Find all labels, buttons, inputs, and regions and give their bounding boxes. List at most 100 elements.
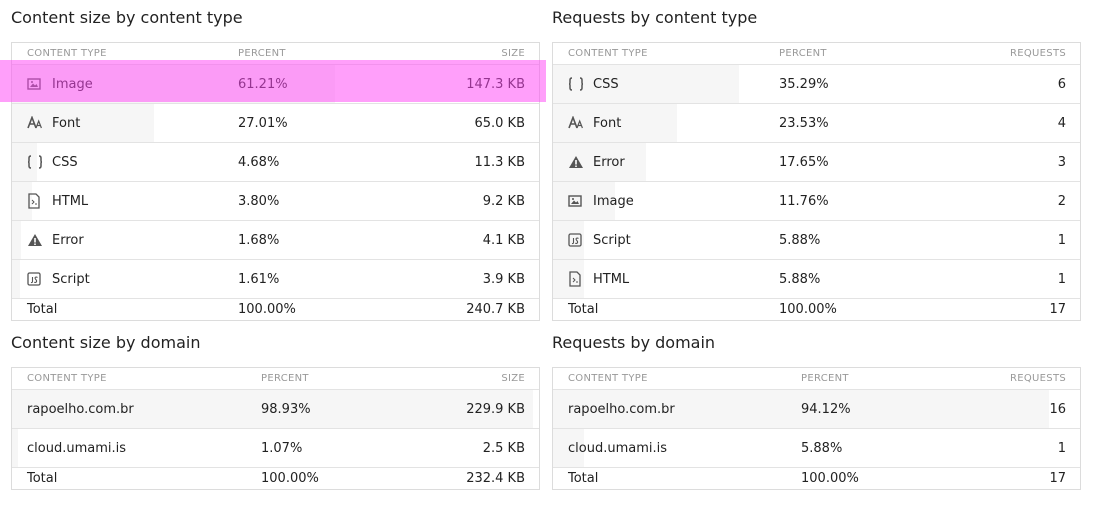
type-icon	[568, 221, 582, 259]
percent-bar	[553, 65, 739, 103]
cell-percent: 17.65%	[779, 154, 829, 170]
section-title: Content size by content type	[11, 8, 243, 27]
total-row: Total 100.00% 232.4 KB	[12, 468, 539, 489]
percent-bar	[553, 182, 615, 220]
cell-name: CONTENT TYPE	[27, 48, 107, 59]
percent-bar	[553, 104, 677, 142]
cell-name: cloud.umami.is	[27, 440, 126, 456]
cell-percent: 11.76%	[779, 193, 829, 209]
cell-name: CONTENT TYPE	[568, 373, 648, 384]
cell-percent: 100.00%	[801, 471, 859, 486]
cell-name: Image	[593, 193, 634, 209]
cell-percent: PERCENT	[801, 373, 849, 384]
cell-value: 16	[1049, 401, 1066, 417]
cell-name: Error	[593, 154, 625, 170]
percent-bar	[553, 429, 584, 467]
cell-percent: 1.07%	[261, 440, 303, 456]
type-icon	[568, 143, 584, 181]
type-icon	[27, 143, 43, 181]
percent-bar	[553, 143, 646, 181]
cell-percent: 5.88%	[801, 440, 843, 456]
type-icon	[27, 104, 43, 142]
cell-value: 3	[1057, 154, 1066, 170]
cell-value: REQUESTS	[1010, 48, 1066, 59]
data-row: Script 5.88% 1	[553, 221, 1080, 260]
data-row: Error 1.68% 4.1 KB	[12, 221, 539, 260]
cell-percent: 5.88%	[779, 271, 821, 287]
cell-value: 11.3 KB	[474, 154, 525, 170]
data-row: rapoelho.com.br 98.93% 229.9 KB	[12, 390, 539, 429]
cell-name: Error	[52, 232, 84, 248]
cell-name: HTML	[52, 193, 89, 209]
cell-percent: 100.00%	[238, 302, 296, 317]
data-row: Script 1.61% 3.9 KB	[12, 260, 539, 299]
total-row: Total 100.00% 240.7 KB	[12, 299, 539, 320]
cell-percent: 27.01%	[238, 115, 288, 131]
type-icon	[27, 260, 41, 298]
cell-percent: 23.53%	[779, 115, 829, 131]
cell-percent: 35.29%	[779, 76, 829, 92]
cell-percent: 100.00%	[261, 471, 319, 486]
type-icon	[568, 104, 584, 142]
percent-bar	[12, 429, 18, 467]
type-icon	[27, 182, 41, 220]
type-icon	[27, 221, 43, 259]
data-row: Image 11.76% 2	[553, 182, 1080, 221]
cell-value: 1	[1057, 271, 1066, 287]
cell-name: Font	[593, 115, 622, 131]
cell-percent: 4.68%	[238, 154, 280, 170]
cell-value: 240.7 KB	[466, 302, 525, 317]
cell-name: CSS	[52, 154, 78, 170]
cell-name: Total	[568, 302, 599, 317]
percent-bar	[12, 143, 37, 181]
cell-value: 6	[1057, 76, 1066, 92]
cell-value: 1	[1057, 232, 1066, 248]
cell-name: HTML	[593, 271, 630, 287]
cell-percent: 1.61%	[238, 271, 280, 287]
cell-percent: 3.80%	[238, 193, 280, 209]
type-icon	[568, 260, 582, 298]
cell-value: 4	[1057, 115, 1066, 131]
cell-name: rapoelho.com.br	[568, 401, 675, 417]
data-row: cloud.umami.is 5.88% 1	[553, 429, 1080, 468]
cell-percent: 94.12%	[801, 401, 851, 417]
cell-name: Font	[52, 115, 81, 131]
data-row: rapoelho.com.br 94.12% 16	[553, 390, 1080, 429]
percent-bar	[12, 390, 534, 428]
percent-bar	[12, 104, 155, 142]
cell-value: REQUESTS	[1010, 373, 1066, 384]
cell-value: 1	[1057, 440, 1066, 456]
cell-percent: 98.93%	[261, 401, 311, 417]
cell-value: SIZE	[501, 373, 525, 384]
highlight-overlay	[0, 60, 546, 102]
data-row: CSS 4.68% 11.3 KB	[12, 143, 539, 182]
cell-value: 232.4 KB	[466, 471, 525, 486]
cell-value: 2	[1057, 193, 1066, 209]
cell-name: Script	[593, 232, 631, 248]
cell-percent: 5.88%	[779, 232, 821, 248]
percent-bar	[12, 260, 21, 298]
cell-name: Total	[27, 471, 58, 486]
table: CONTENT TYPE PERCENT REQUESTS CSS 35.29% 6 Fon…	[552, 42, 1081, 321]
section-title: Requests by content type	[552, 8, 758, 27]
cell-percent: PERCENT	[261, 373, 309, 384]
cell-percent: 1.68%	[238, 232, 280, 248]
cell-name: Total	[568, 471, 599, 486]
cell-name: Script	[52, 271, 90, 287]
cell-name: CONTENT TYPE	[27, 373, 107, 384]
header-row: CONTENT TYPE PERCENT REQUESTS	[553, 43, 1080, 65]
data-row: cloud.umami.is 1.07% 2.5 KB	[12, 429, 539, 468]
type-icon	[568, 182, 582, 220]
cell-name: CSS	[593, 76, 619, 92]
cell-value: 4.1 KB	[482, 232, 525, 248]
cell-value: 17	[1049, 471, 1066, 486]
percent-bar	[553, 260, 584, 298]
total-row: Total 100.00% 17	[553, 468, 1080, 489]
cell-value: 2.5 KB	[482, 440, 525, 456]
header-row: CONTENT TYPE PERCENT SIZE	[12, 368, 539, 390]
data-row: Error 17.65% 3	[553, 143, 1080, 182]
cell-value: 9.2 KB	[482, 193, 525, 209]
cell-value: 65.0 KB	[474, 115, 525, 131]
cell-value: 3.9 KB	[482, 271, 525, 287]
